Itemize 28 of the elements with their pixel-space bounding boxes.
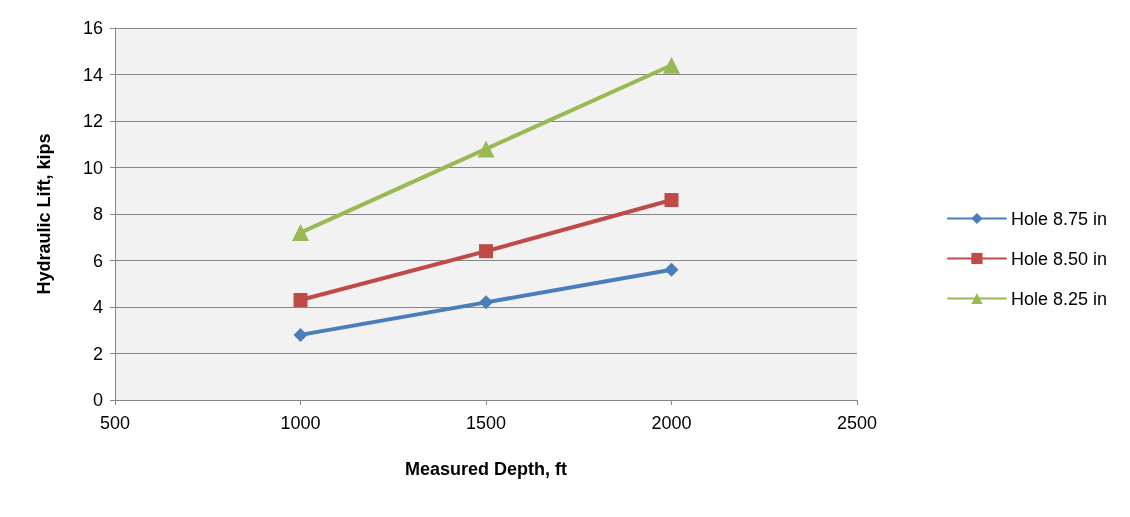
point bbox=[293, 293, 308, 308]
point bbox=[479, 244, 493, 259]
y-tick-label: 14 bbox=[82, 64, 103, 85]
y-tick-label: 12 bbox=[82, 111, 103, 131]
point bbox=[479, 295, 493, 310]
y-tick-label: 8 bbox=[92, 204, 103, 224]
legend-label: Hole 8.50 in bbox=[1010, 248, 1108, 269]
y-axis-title: Hydraulic Lift, kips bbox=[34, 133, 54, 295]
x-axis-title: Measured Depth, ft bbox=[404, 459, 568, 479]
y-tick-label: 0 bbox=[92, 390, 103, 410]
y-tick-label: 6 bbox=[92, 250, 103, 271]
y-tick-label: 10 bbox=[82, 157, 103, 178]
point bbox=[664, 262, 679, 277]
point bbox=[663, 56, 680, 74]
y-tick-label: 2 bbox=[92, 343, 103, 364]
x-tick-label: 500 bbox=[99, 413, 131, 433]
legend-label: Hole 8.25 in bbox=[1010, 288, 1108, 309]
x-tick-label: 2000 bbox=[651, 413, 692, 433]
y-tick-label: 4 bbox=[92, 297, 103, 317]
point bbox=[293, 327, 308, 342]
point bbox=[477, 140, 495, 158]
y-tick-label: 16 bbox=[82, 18, 103, 38]
point bbox=[664, 193, 679, 208]
x-tick-label: 2500 bbox=[836, 413, 878, 433]
legend-label: Hole 8.75 in bbox=[1010, 208, 1108, 229]
point bbox=[292, 224, 309, 242]
x-tick-label: 1500 bbox=[465, 413, 507, 433]
x-tick-label: 1000 bbox=[280, 413, 321, 433]
